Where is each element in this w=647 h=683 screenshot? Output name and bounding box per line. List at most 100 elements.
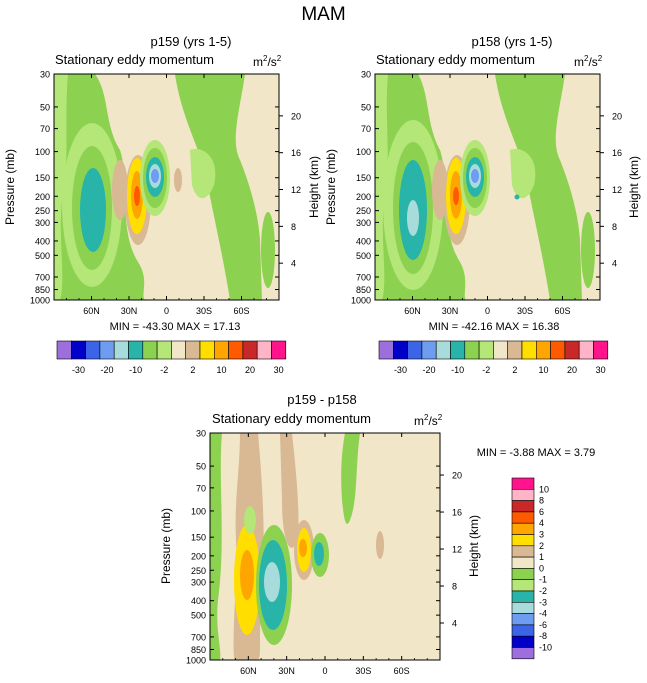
x-tick-label: 60S — [233, 306, 249, 316]
height-tick-label: 16 — [291, 148, 301, 158]
x-tick-label: 60N — [404, 306, 421, 316]
y-tick-label: 1000 — [186, 656, 206, 666]
x-tick-label: 60S — [554, 306, 570, 316]
colorbar-swatch — [593, 340, 609, 360]
colorbar-swatch — [511, 511, 535, 524]
height-tick-label: 4 — [452, 619, 457, 629]
colorbar-label: -8 — [539, 631, 547, 641]
height-tick-label: 16 — [452, 508, 462, 518]
y-axis-label-right: Height (km) — [627, 156, 641, 218]
colorbar-label: -2 — [160, 365, 168, 375]
colorbar-swatch — [511, 488, 535, 501]
y-tick-label: 500 — [191, 611, 206, 621]
y-tick-label: 500 — [35, 251, 50, 261]
colorbar-swatch — [511, 534, 535, 547]
chart-title: p159 - p158 — [287, 392, 356, 407]
chart-title: p158 (yrs 1-5) — [472, 34, 553, 49]
y-tick-label: 150 — [356, 173, 371, 183]
x-tick-label: 30N — [442, 306, 459, 316]
x-tick-label: 0 — [322, 666, 327, 676]
y-tick-label: 850 — [35, 285, 50, 295]
y-tick-label: 30 — [361, 70, 371, 80]
contour-sub-min — [471, 169, 479, 183]
colorbar-label: -1 — [539, 575, 547, 585]
colorbar-swatch — [511, 635, 535, 648]
colorbar-label: 6 — [539, 507, 544, 517]
contour-neg-small — [244, 506, 256, 534]
colorbar-label: -2 — [482, 365, 490, 375]
colorbar-label: 10 — [538, 365, 548, 375]
y-tick-label: 300 — [356, 218, 371, 228]
axes: 3050701001502002503004005007008501000481… — [186, 429, 462, 677]
height-tick-label: 4 — [612, 259, 617, 269]
contour-pos-3 — [240, 550, 254, 600]
height-tick-label: 16 — [612, 148, 622, 158]
y-tick-label: 250 — [35, 206, 50, 216]
contour-south-weak-region — [510, 149, 536, 199]
colorbar-swatch — [511, 556, 535, 569]
y-tick-label: 200 — [191, 551, 206, 561]
y-tick-label: 850 — [356, 285, 371, 295]
colorbar-label: 8 — [539, 496, 544, 506]
x-tick-label: 30S — [355, 666, 371, 676]
height-tick-label: 20 — [291, 111, 301, 121]
y-tick-label: 400 — [191, 596, 206, 606]
colorbar: -30 -20 -10 -2 2 10 20 30 — [56, 340, 287, 375]
y-tick-label: 30 — [40, 70, 50, 80]
height-tick-label: 8 — [612, 222, 617, 232]
contour-neg1-region — [54, 74, 68, 300]
colorbar-swatch — [271, 340, 287, 360]
y-tick-label: 200 — [356, 192, 371, 202]
contour-pos-3b — [299, 539, 307, 557]
colorbar-label: -20 — [423, 365, 436, 375]
contour-neg-4 — [264, 562, 280, 602]
height-tick-label: 12 — [612, 185, 622, 195]
colorbar-swatch — [511, 568, 535, 581]
y-tick-label: 30 — [196, 429, 206, 439]
y-tick-label: 700 — [356, 273, 371, 283]
y-axis-label-right: Height (km) — [307, 156, 321, 218]
y-tick-label: 200 — [35, 192, 50, 202]
contour-pos-outer-a — [432, 160, 448, 220]
y-tick-label: 1000 — [351, 296, 371, 306]
x-tick-label: 60N — [240, 666, 257, 676]
y-axis-label-right: Height (km) — [467, 515, 481, 577]
chart-subtitle: Stationary eddy momentum — [55, 52, 214, 67]
units-label: m2/s2 — [414, 413, 443, 428]
colorbar-label: 1 — [539, 552, 544, 562]
colorbar-label: 2 — [190, 365, 195, 375]
y-tick-label: 300 — [35, 218, 50, 228]
y-tick-label: 400 — [356, 236, 371, 246]
y-axis-label: Pressure (mb) — [324, 149, 338, 225]
min-max-label: MIN = -3.88 MAX = 3.79 — [477, 447, 596, 459]
y-tick-label: 700 — [35, 273, 50, 283]
contour-south-neg-region — [175, 74, 262, 300]
contour-fills — [54, 74, 275, 300]
colorbar-swatch — [511, 545, 535, 558]
colorbar-label: 10 — [539, 484, 549, 494]
contour-fills — [375, 74, 595, 300]
y-tick-label: 100 — [191, 506, 206, 516]
height-tick-label: 8 — [452, 582, 457, 592]
x-tick-label: 60S — [394, 666, 410, 676]
colorbar-label: -10 — [451, 365, 464, 375]
colorbar-swatch — [511, 590, 535, 603]
colorbar-label: 20 — [245, 365, 255, 375]
x-tick-label: 30S — [196, 306, 212, 316]
contour-sub-min — [151, 169, 159, 183]
contour-pos-outer-a — [112, 160, 128, 220]
colorbar-label: -4 — [539, 609, 547, 619]
chart-subtitle: Stationary eddy momentum — [376, 52, 535, 67]
min-max-label: MIN = -42.16 MAX = 16.38 — [429, 321, 560, 333]
height-tick-label: 20 — [612, 111, 622, 121]
colorbar-label: 0 — [539, 563, 544, 573]
colorbar-swatch — [511, 613, 535, 626]
colorbar-label: 20 — [567, 365, 577, 375]
height-tick-label: 20 — [452, 471, 462, 481]
colorbar-label: -10 — [539, 643, 552, 653]
contour-south-weak-region — [190, 149, 216, 199]
